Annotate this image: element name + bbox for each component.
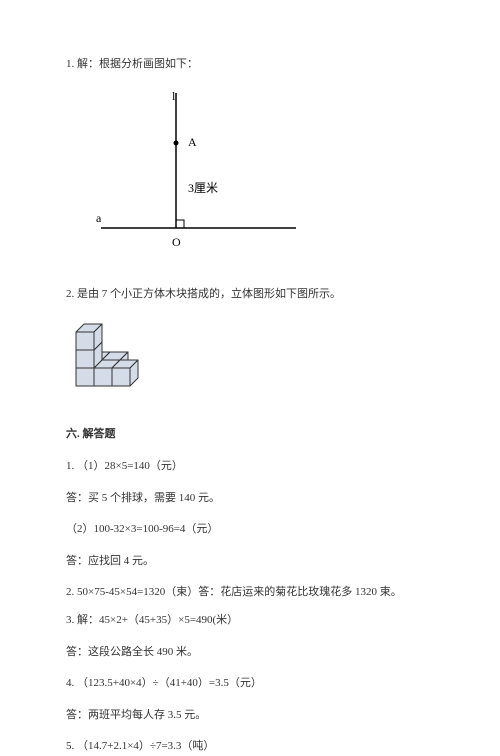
s6-p3: 3. 解：45×2+（45+35）×5=490(米） bbox=[66, 612, 434, 630]
s6-p1a-ans: 答：买 5 个排球，需要 140 元。 bbox=[66, 490, 434, 508]
label-A: A bbox=[188, 135, 197, 149]
label-a: a bbox=[96, 211, 102, 225]
cube-stack-svg bbox=[66, 318, 156, 398]
problem2-intro: 2. 是由 7 个小正方体木块搭成的，立体图形如下图所示。 bbox=[66, 286, 434, 304]
s6-p2: 2. 50×75-45×54=1320（束）答：花店运来的菊花比玫瑰花多 132… bbox=[66, 584, 434, 602]
s6-p3-ans: 答：这段公路全长 490 米。 bbox=[66, 644, 434, 662]
s6-p1b: （2）100-32×3=100-96=4（元） bbox=[66, 521, 434, 539]
s6-p5: 5. （14.7+2.1×4）÷7=3.3（吨） bbox=[66, 738, 434, 756]
geometry-diagram: l A 3厘米 a O bbox=[96, 88, 434, 265]
cube-diagram bbox=[66, 318, 434, 405]
label-3cm: 3厘米 bbox=[188, 181, 218, 195]
s6-p4: 4. （123.5+40×4）÷（41+40）=3.5（元） bbox=[66, 675, 434, 693]
label-O: O bbox=[172, 235, 181, 249]
perpendicular-diagram-svg: l A 3厘米 a O bbox=[96, 88, 316, 258]
s6-p4-ans: 答：两班平均每人存 3.5 元。 bbox=[66, 707, 434, 725]
section6-title: 六. 解答题 bbox=[66, 426, 434, 444]
problem1-intro: 1. 解：根据分析画图如下： bbox=[66, 56, 434, 74]
s6-p1a: 1. （1）28×5=140（元） bbox=[66, 458, 434, 476]
s6-p1b-ans: 答：应找回 4 元。 bbox=[66, 553, 434, 571]
